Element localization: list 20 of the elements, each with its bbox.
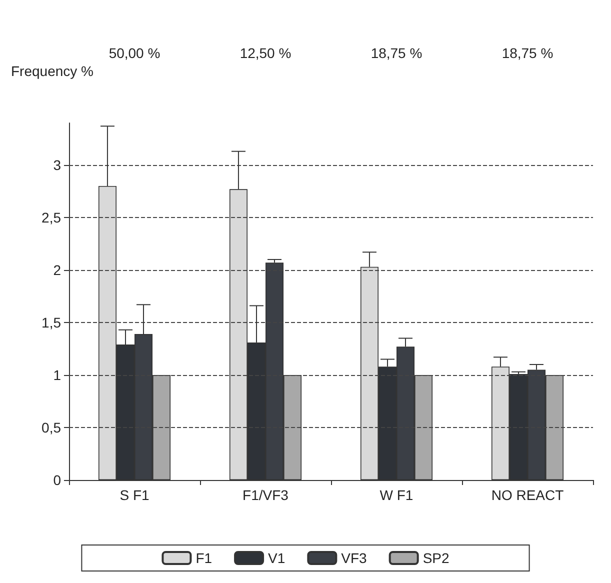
- legend-label: V1: [268, 550, 286, 566]
- y-tick-label: 0,5: [42, 420, 62, 436]
- text: 12,50 %: [240, 45, 292, 61]
- legend-label: SP2: [422, 550, 450, 566]
- x-tick-label: W F1: [380, 487, 414, 503]
- y-tick-label: 3: [53, 157, 62, 173]
- x-tick-label: S F1: [120, 487, 150, 503]
- y-tick-label: 0: [53, 472, 62, 488]
- text: 50,00 %: [108, 45, 160, 61]
- y-tick-label: 2: [53, 262, 62, 278]
- legend-label: F1: [196, 550, 212, 566]
- y-tick-label: 2,5: [42, 210, 62, 226]
- x-tick-label: F1/VF3: [242, 487, 289, 503]
- text: 18,75 %: [370, 45, 422, 61]
- text: 18,75 %: [502, 45, 554, 61]
- y-tick-label: 1,5: [42, 314, 62, 330]
- y-tick-label: 1: [53, 367, 62, 383]
- x-tick-label: NO REACT: [491, 487, 564, 503]
- y-axis-title: Frequency %: [11, 63, 94, 79]
- legend-label: VF3: [341, 550, 368, 566]
